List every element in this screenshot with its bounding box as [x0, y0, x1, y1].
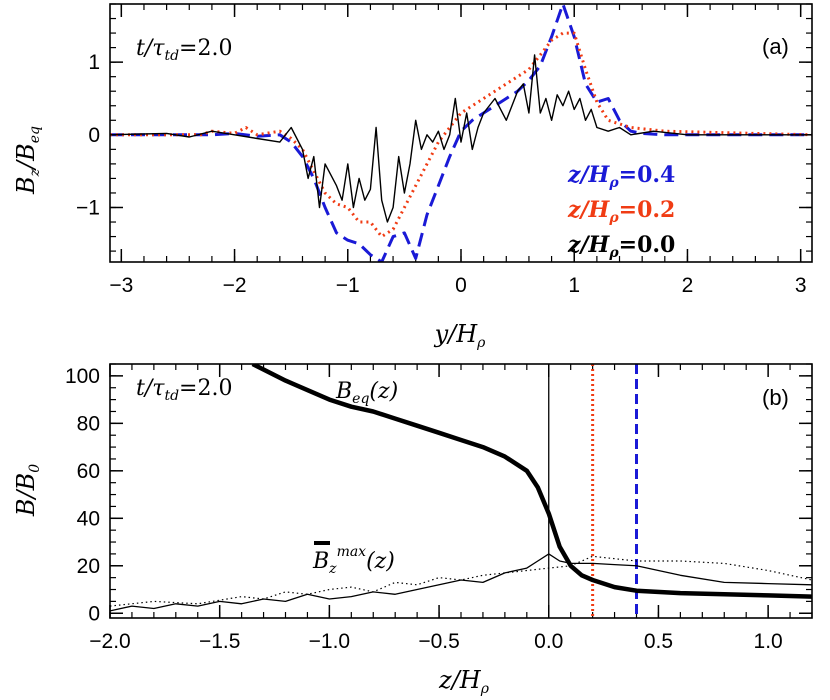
x-tick-label: −0.5 [418, 630, 459, 653]
panel-a-tag: (a) [762, 34, 789, 59]
panel-b-tag: (b) [762, 385, 789, 410]
x-tick-label: 1.0 [754, 630, 783, 653]
x-tick-label: 3 [795, 274, 807, 297]
y-tick-label: 60 [77, 460, 100, 483]
plot-frame [109, 363, 813, 619]
y-tick-label: 20 [77, 555, 100, 578]
panel-a-xlabel: y/Hρ [434, 320, 487, 351]
plot-area [110, 364, 812, 618]
y-tick-label: 40 [77, 507, 100, 530]
bmax-curve-label: Bzmax(z) [312, 541, 395, 577]
panel-a-legend: z/Hρ=0.4 z/Hρ=0.2 z/Hρ=0.0 [567, 162, 675, 261]
legend-item: z/Hρ=0.2 [567, 197, 675, 226]
x-tick-label: 0.5 [644, 630, 673, 653]
series-line-s0 [110, 4, 812, 262]
series-line-s1 [110, 31, 812, 239]
panel-a-time-label: t/τtd=2.0 [136, 36, 232, 64]
panel-b-ylabel: B/B0 [12, 464, 43, 517]
series-line-s2 [110, 54, 812, 223]
x-tick-label: 1 [568, 274, 580, 297]
panel-b: t/τtd=2.0 (b) Beq(z) Bzmax(z) z/Hρ B/B0 … [12, 363, 813, 697]
panel-a-ylabel: Bz/Beq [12, 126, 43, 195]
legend-item: z/Hρ=0.4 [567, 162, 675, 191]
series-line-beq [251, 364, 812, 599]
x-tick-label: 2 [682, 274, 694, 297]
x-tick-label: −1.0 [309, 630, 350, 653]
y-tick-label: 100 [65, 365, 100, 388]
x-tick-label: −2.0 [89, 630, 130, 653]
x-tick-label: 0.0 [534, 630, 563, 653]
panel-b-xlabel: z/Hρ [438, 666, 490, 697]
y-tick-label: 0 [88, 124, 100, 147]
plot-frame [109, 3, 813, 263]
y-tick-label: 1 [88, 51, 100, 74]
x-tick-label: −1 [336, 274, 360, 297]
plot-area [110, 4, 812, 262]
svg-text:Bzmax(z): Bzmax(z) [312, 544, 395, 577]
series-line-bmax [110, 553, 812, 612]
x-tick-label: −1.5 [199, 630, 240, 653]
x-tick-label: −3 [109, 274, 133, 297]
x-tick-label: 0 [455, 274, 467, 297]
series-line-dotted [110, 555, 812, 607]
panel-a: t/τtd=2.0 (a) y/Hρ Bz/Beq z/Hρ=0.4z/Hρ=0… [12, 3, 813, 351]
panel-b-time-label: t/τtd=2.0 [136, 376, 232, 404]
x-tick-label: −2 [223, 274, 247, 297]
y-tick-label: 0 [88, 602, 100, 625]
y-tick-label: 80 [77, 412, 100, 435]
y-tick-label: −1 [76, 196, 100, 219]
legend-item: z/Hρ=0.0 [567, 232, 675, 261]
